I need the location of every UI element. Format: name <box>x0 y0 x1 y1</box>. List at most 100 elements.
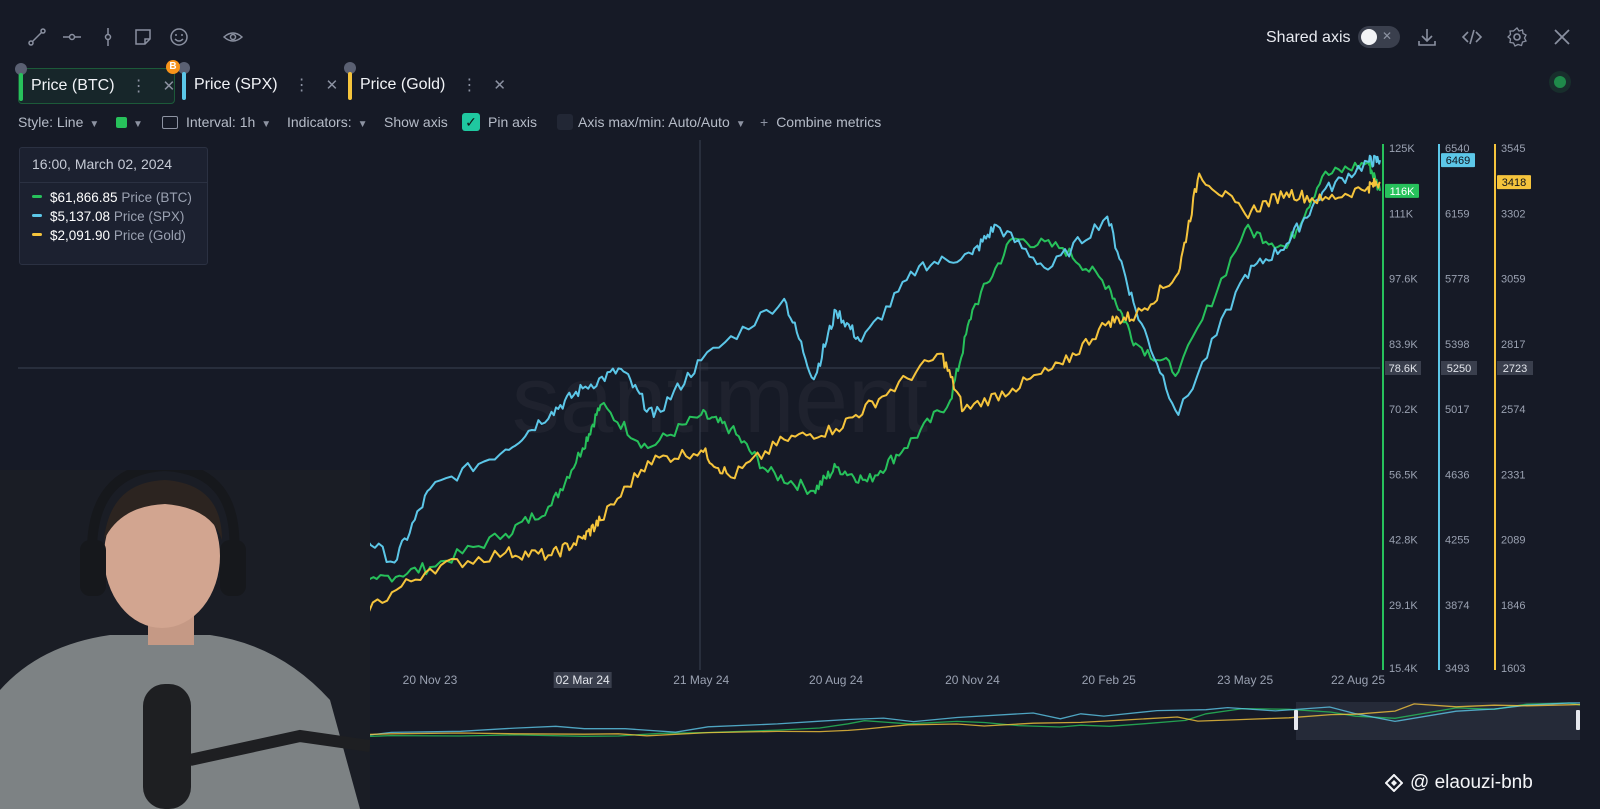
axis-tick-btc: 97.6K <box>1389 274 1418 286</box>
price-chart[interactable]: santiment 125K 111K 97.6K 83.9K 70.2K 56.5K 42… <box>0 140 1600 750</box>
eye-icon[interactable] <box>222 26 244 48</box>
hover-value-badge-spx <box>1441 361 1477 375</box>
x-axis-tick-label: 20 Feb 25 <box>1082 673 1136 687</box>
code-icon[interactable] <box>1461 26 1483 48</box>
note-icon[interactable] <box>132 26 154 48</box>
tooltip-series-name: Price (Gold) <box>113 228 186 243</box>
shared-axis-label: Shared axis <box>1266 29 1351 46</box>
axis-tick-spx: 5017 <box>1445 404 1469 416</box>
tab-price-btc[interactable]: Price (BTC) ⋮ ✕ <box>15 63 176 104</box>
chevron-down-icon: ▼ <box>735 119 746 130</box>
hover-value-label-gold: 2723 <box>1503 363 1527 375</box>
navigator-selection[interactable] <box>1296 702 1580 740</box>
tab-color-accent <box>19 73 23 101</box>
style-select[interactable]: Style: Line ▼ <box>18 114 99 130</box>
headphone-cup-right <box>220 540 246 596</box>
tooltip-series-name: Price (SPX) <box>113 209 185 224</box>
tooltip-value: $2,091.90 <box>50 228 111 243</box>
more-options-icon[interactable]: ⋮ <box>293 77 310 94</box>
interval-label: Interval: 1h <box>186 114 256 130</box>
bitcoin-badge-icon: B <box>166 60 180 74</box>
mic-arm <box>188 729 370 766</box>
axis-tick-gold: 2089 <box>1501 535 1525 547</box>
x-axis-tick-label: 21 May 24 <box>673 673 729 687</box>
axis-maxmin-label: Axis max/min: Auto/Auto <box>578 114 730 130</box>
current-value-label-spx: 6469 <box>1446 155 1470 167</box>
line-draw-icon[interactable] <box>26 26 48 48</box>
headphones-icon <box>86 470 240 557</box>
axis-tick-spx: 3493 <box>1445 663 1469 675</box>
social-handle: @ elaouzi-bnb <box>1410 772 1533 793</box>
tab-color-accent <box>348 72 352 100</box>
navigator-line-gold <box>329 703 1581 737</box>
tooltip-series-name: Price (BTC) <box>121 190 192 205</box>
crosshair-date-badge <box>553 672 612 688</box>
style-label: Style: Line <box>18 114 84 130</box>
chevron-down-icon: ▼ <box>261 119 272 130</box>
emoji-icon[interactable] <box>168 26 190 48</box>
close-icon[interactable] <box>1551 26 1573 48</box>
axis-tick-btc: 111K <box>1389 208 1414 220</box>
range-navigator[interactable] <box>329 702 1581 740</box>
axis-maxmin-select[interactable]: Axis max/min: Auto/Auto ▼ <box>578 114 746 130</box>
pin-axis-checkbox[interactable] <box>557 114 573 130</box>
navigator-handle-right[interactable] <box>1576 710 1580 730</box>
hover-value-badge-btc <box>1385 361 1421 375</box>
remove-tab-icon[interactable]: ✕ <box>493 77 506 94</box>
axis-tick-spx: 6540 <box>1445 143 1469 155</box>
axis-tick-gold: 2817 <box>1501 339 1525 351</box>
tab-label: Price (SPX) <box>194 76 278 93</box>
tab-price-gold[interactable]: Price (Gold) ⋮ ✕ <box>344 62 513 102</box>
toggle-knob <box>1361 29 1377 45</box>
tooltip-date: 16:00, March 02, 2024 <box>32 156 173 172</box>
hover-value-badge-gold <box>1497 361 1533 375</box>
vertical-line-icon[interactable] <box>97 26 119 48</box>
exchange-logo-icon <box>1385 774 1403 792</box>
combine-metrics-button[interactable]: + Combine metrics <box>760 114 881 130</box>
chevron-down-icon: ▼ <box>133 119 143 130</box>
navigator-handle-left[interactable] <box>1294 710 1298 730</box>
x-axis-tick-label: 23 May 25 <box>1217 673 1273 687</box>
series-dash <box>32 214 42 217</box>
shared-axis-toggle[interactable]: ✕ <box>1358 26 1400 48</box>
tooltip-row-gold: $2,091.90 Price (Gold) <box>32 228 186 243</box>
indicators-label: Indicators: <box>287 114 352 130</box>
lock-icon <box>344 62 356 74</box>
show-axis-checkbox[interactable]: ✓ <box>462 113 480 131</box>
watermark-text: santiment <box>512 346 928 453</box>
webcam-overlay <box>0 470 370 809</box>
chart-controls: Style: Line ▼ ▼ Interval: 1h ▼ Indicators:… <box>0 108 1600 136</box>
tooltip-row-btc: $61,866.85 Price (BTC) <box>32 190 192 205</box>
remove-tab-icon[interactable]: ✕ <box>162 78 176 95</box>
axis-tick-gold: 3545 <box>1501 143 1525 155</box>
axis-tick-btc: 70.2K <box>1389 404 1418 416</box>
color-select[interactable]: ▼ <box>116 114 143 130</box>
axis-tick-spx: 3874 <box>1445 600 1469 612</box>
axis-tick-gold: 1846 <box>1501 600 1525 612</box>
toggle-off-icon: ✕ <box>1381 29 1392 43</box>
settings-gear-icon[interactable] <box>1506 26 1528 48</box>
more-options-icon[interactable]: ⋮ <box>461 77 478 94</box>
x-axis-tick-label: 20 Nov 24 <box>945 673 1000 687</box>
axes-layer: 125K 111K 97.6K 83.9K 70.2K 56.5K 42.8K 29.1K 15… <box>1382 143 1533 675</box>
horizontal-line-icon[interactable] <box>61 26 83 48</box>
interval-select[interactable]: Interval: 1h ▼ <box>162 114 271 130</box>
tab-label: Price (Gold) <box>360 76 446 93</box>
navigator-line-spx <box>329 702 1581 737</box>
download-icon[interactable] <box>1416 26 1438 48</box>
calendar-icon <box>162 116 178 129</box>
x-axis-tick-label: 02 Mar 24 <box>556 673 610 687</box>
axis-tick-spx: 6159 <box>1445 208 1469 220</box>
show-axis-label: Show axis <box>384 114 448 130</box>
hover-value-label-btc: 78.6K <box>1389 363 1418 375</box>
axis-tick-btc: 83.9K <box>1389 339 1418 351</box>
hover-tooltip: 16:00, March 02, 2024 $61,866.85 Price (… <box>19 147 208 265</box>
navigator-line-btc <box>329 702 1581 739</box>
tooltip-value: $61,866.85 <box>50 190 118 205</box>
remove-tab-icon[interactable]: ✕ <box>325 77 339 94</box>
current-value-label-gold: 3418 <box>1502 177 1526 189</box>
more-options-icon[interactable]: ⋮ <box>130 78 147 95</box>
axis-tick-btc: 42.8K <box>1389 535 1418 547</box>
indicators-select[interactable]: Indicators: ▼ <box>287 114 368 130</box>
tab-price-spx[interactable]: B Price (SPX) ⋮ ✕ <box>166 60 339 102</box>
